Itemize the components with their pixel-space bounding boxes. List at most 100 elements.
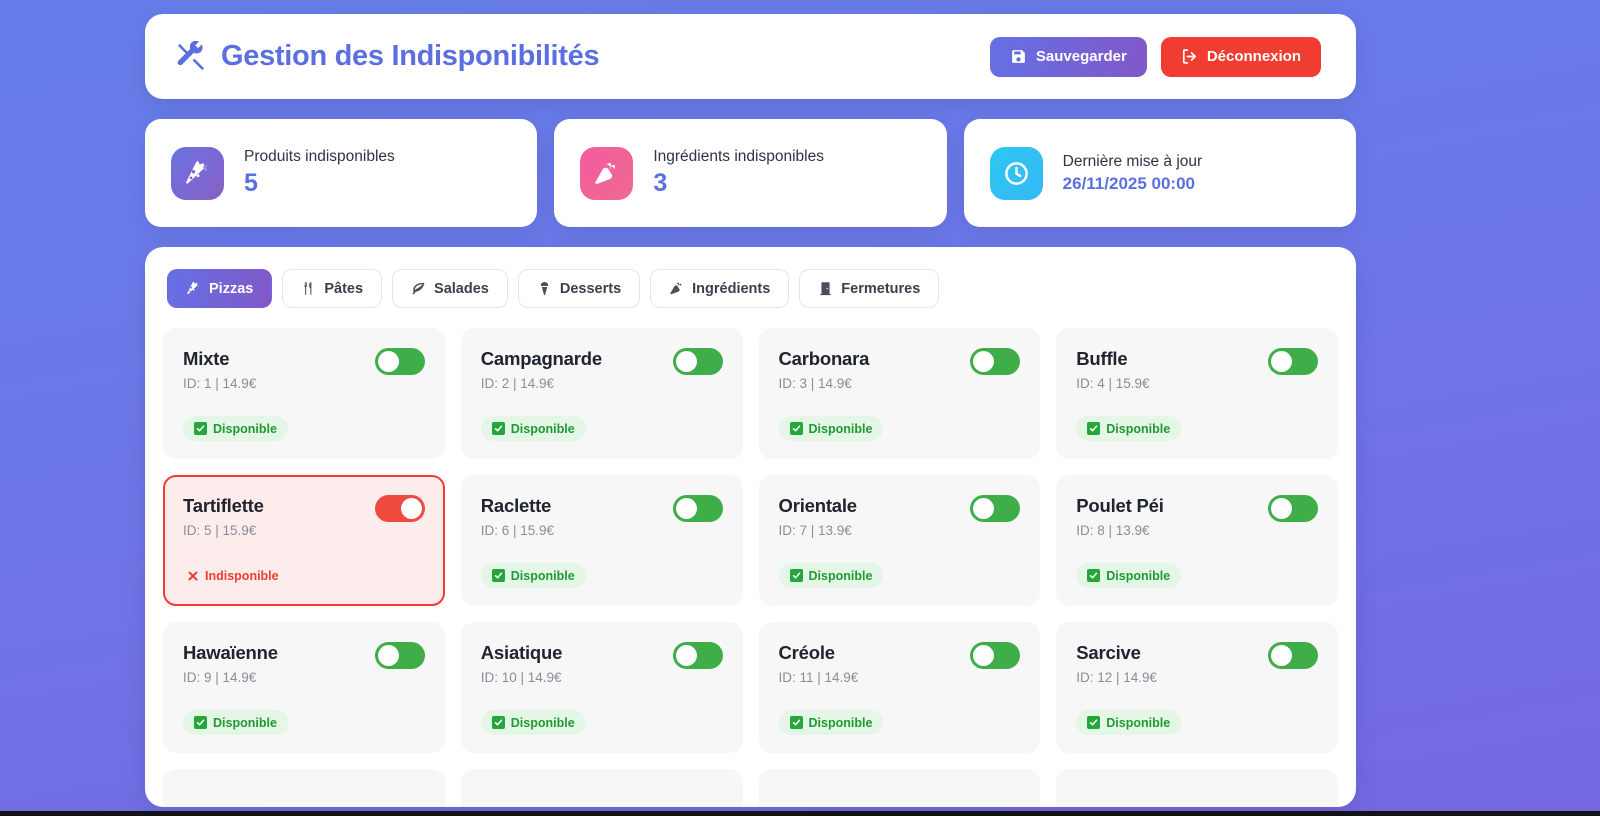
save-button[interactable]: Sauvegarder <box>989 36 1147 77</box>
toggle-knob <box>377 645 399 666</box>
status-badge: Disponible <box>778 563 884 588</box>
toggle-knob <box>675 498 697 519</box>
toggle-knob <box>973 498 995 519</box>
card-header: Raclette ID: 6 | 15.9€ <box>481 495 723 538</box>
category-tabs: Pizzas Pâtes Sal <box>163 269 1338 308</box>
check-icon <box>789 569 803 582</box>
product-card[interactable]: Orientale ID: 7 | 13.9€ Disponible <box>758 475 1041 606</box>
stat-value: 5 <box>244 169 258 198</box>
check-icon <box>789 716 803 729</box>
availability-toggle[interactable] <box>374 495 425 522</box>
product-card[interactable]: Sarcive ID: 12 | 14.9€ Disponible <box>1056 622 1338 753</box>
card-header: Asiatique ID: 10 | 14.9€ <box>481 642 723 685</box>
card-header: Sarcive ID: 12 | 14.9€ <box>1076 642 1318 685</box>
logout-button[interactable]: Déconnexion <box>1160 36 1321 77</box>
toggle-knob <box>1271 351 1292 372</box>
stat-cards: Produits indisponibles 5 Ingrédients ind… <box>145 119 1356 227</box>
availability-toggle[interactable] <box>970 642 1021 669</box>
cutlery-icon <box>301 281 316 296</box>
product-card[interactable]: Carbonara ID: 3 | 14.9€ Disponible <box>758 328 1041 459</box>
product-meta: ID: 10 | 14.9€ <box>480 670 562 686</box>
stat-label: Dernière mise à jour <box>1062 152 1203 170</box>
product-card[interactable] <box>460 769 743 807</box>
leaf-icon <box>411 281 426 296</box>
availability-toggle[interactable] <box>1268 495 1318 522</box>
check-icon <box>194 716 207 729</box>
tab-desserts[interactable]: Desserts <box>517 269 641 308</box>
cross-icon <box>187 570 199 582</box>
card-header: Créole ID: 11 | 14.9€ <box>779 642 1021 685</box>
tab-pizzas[interactable]: Pizzas <box>167 269 273 308</box>
product-meta: ID: 3 | 14.9€ <box>778 376 852 392</box>
status-badge: Disponible <box>480 416 586 441</box>
logout-icon <box>1181 48 1198 65</box>
product-card[interactable]: Raclette ID: 6 | 15.9€ Disponible <box>460 475 743 606</box>
check-icon <box>789 422 803 435</box>
status-badge: Disponible <box>480 563 586 588</box>
product-card[interactable]: Tartiflette ID: 5 | 15.9€ Indisponible <box>163 475 445 606</box>
stat-text: Dernière mise à jour 26/11/2025 00:00 <box>1063 153 1203 194</box>
tab-pates[interactable]: Pâtes <box>282 269 383 308</box>
product-name: Sarcive <box>1076 642 1141 663</box>
status-badge: Disponible <box>480 710 586 735</box>
carrot-icon <box>669 281 684 296</box>
pizza-icon <box>186 281 201 296</box>
product-name: Créole <box>778 642 836 663</box>
status-badge: Disponible <box>1076 563 1182 588</box>
product-card[interactable]: Buffle ID: 4 | 15.9€ Disponible <box>1056 328 1338 459</box>
product-card[interactable] <box>1056 769 1338 807</box>
tab-label: Desserts <box>559 280 622 297</box>
product-card[interactable]: Asiatique ID: 10 | 14.9€ Disponible <box>460 622 743 753</box>
availability-toggle[interactable] <box>374 348 425 375</box>
status-badge: Disponible <box>1076 710 1182 735</box>
product-meta: ID: 1 | 14.9€ <box>183 376 257 392</box>
product-name: Campagnarde <box>480 348 602 369</box>
icecream-icon <box>537 281 552 296</box>
toggle-knob <box>973 645 995 666</box>
availability-toggle[interactable] <box>672 642 723 669</box>
availability-toggle[interactable] <box>1268 642 1318 669</box>
status-label: Disponible <box>1106 421 1171 436</box>
check-icon <box>194 422 207 435</box>
check-icon <box>491 569 505 582</box>
product-card[interactable]: Hawaïenne ID: 9 | 14.9€ Disponible <box>163 622 445 753</box>
header-brand: Gestion des Indisponibilités <box>175 40 600 73</box>
stat-label: Ingrédients indisponibles <box>653 148 824 166</box>
product-card[interactable]: Créole ID: 11 | 14.9€ Disponible <box>758 622 1041 753</box>
tab-label: Pizzas <box>209 280 254 297</box>
tab-ingredients[interactable]: Ingrédients <box>650 269 790 308</box>
save-button-label: Sauvegarder <box>1035 48 1127 65</box>
check-icon <box>491 716 505 729</box>
tab-fermetures[interactable]: Fermetures <box>799 269 940 308</box>
availability-toggle[interactable] <box>1268 348 1318 375</box>
availability-toggle[interactable] <box>672 348 723 375</box>
product-card[interactable] <box>758 769 1041 807</box>
product-grid: Mixte ID: 1 | 14.9€ Disponible Campagnar… <box>163 328 1338 807</box>
product-card[interactable]: Campagnarde ID: 2 | 14.9€ Disponible <box>460 328 743 459</box>
check-icon <box>491 422 505 435</box>
stat-value: 3 <box>653 169 668 198</box>
carrot-icon <box>580 146 634 200</box>
pizza-icon <box>171 146 224 200</box>
availability-toggle[interactable] <box>970 495 1021 522</box>
card-header: Orientale ID: 7 | 13.9€ <box>779 495 1021 538</box>
viewport-bottom-bar <box>0 811 1600 816</box>
tab-salades[interactable]: Salades <box>392 269 508 308</box>
product-name: Mixte <box>183 348 230 369</box>
availability-toggle[interactable] <box>970 348 1021 375</box>
header-actions: Sauvegarder Déconnexion <box>989 36 1321 77</box>
product-card[interactable]: Poulet Péi ID: 8 | 13.9€ Disponible <box>1056 475 1338 606</box>
availability-toggle[interactable] <box>672 495 723 522</box>
product-card[interactable] <box>163 769 445 807</box>
tools-icon <box>175 40 207 73</box>
stat-text: Produits indisponibles 5 <box>244 148 395 198</box>
availability-toggle[interactable] <box>374 642 425 669</box>
product-card[interactable]: Mixte ID: 1 | 14.9€ Disponible <box>163 328 445 459</box>
toggle-knob <box>400 498 422 519</box>
stat-value: 26/11/2025 00:00 <box>1062 173 1196 193</box>
stat-label: Produits indisponibles <box>244 148 395 166</box>
tab-label: Pâtes <box>324 280 364 297</box>
product-name: Buffle <box>1076 348 1128 369</box>
status-badge: Disponible <box>183 416 288 441</box>
